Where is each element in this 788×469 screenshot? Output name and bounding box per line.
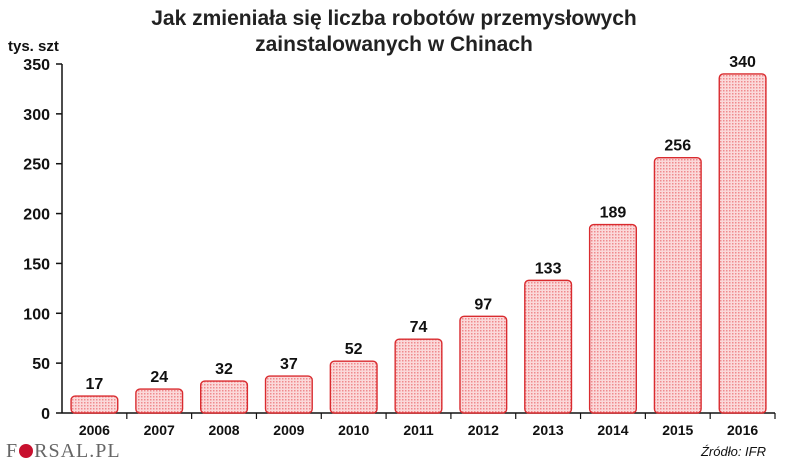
- x-tick-label-2009: 2009: [273, 422, 304, 438]
- value-label-2007: 24: [150, 369, 168, 386]
- x-tick-label-2014: 2014: [597, 422, 628, 438]
- bar-2006: [70, 395, 119, 414]
- x-tick-label-2013: 2013: [533, 422, 564, 438]
- value-label-2014: 189: [600, 205, 627, 222]
- bar-2009: [264, 375, 313, 414]
- value-label-2010: 52: [345, 341, 363, 358]
- x-tick-label-2008: 2008: [208, 422, 239, 438]
- value-label-2013: 133: [535, 260, 562, 277]
- value-label-2009: 37: [280, 356, 298, 373]
- y-tick-label: 300: [23, 107, 50, 124]
- value-label-2015: 256: [664, 138, 691, 155]
- y-tick-label: 0: [41, 406, 50, 423]
- value-label-2011: 74: [410, 319, 428, 336]
- bar-2010: [329, 360, 378, 414]
- y-tick-label: 50: [32, 356, 50, 373]
- logo-text-part-2: RSAL.PL: [34, 440, 121, 462]
- x-tick-label-2012: 2012: [468, 422, 499, 438]
- y-tick-label: 350: [23, 57, 50, 74]
- x-tick-label-2015: 2015: [662, 422, 693, 438]
- forsal-logo: F RSAL.PL: [6, 440, 121, 463]
- source-note: Źródło: IFR: [700, 444, 766, 459]
- x-tick-label-2006: 2006: [79, 422, 110, 438]
- x-tick-label-2007: 2007: [144, 422, 175, 438]
- y-axis-unit-label: tys. szt: [8, 38, 59, 55]
- y-tick-label: 150: [23, 256, 50, 273]
- bar-2011: [394, 338, 443, 414]
- y-tick-label: 200: [23, 207, 50, 224]
- bar-2015: [653, 157, 702, 414]
- logo-text-part-1: F: [6, 440, 19, 462]
- y-tick-label: 100: [23, 306, 50, 323]
- chart-title-line-1: Jak zmieniała się liczba robotów przemys…: [151, 7, 637, 30]
- bar-2013: [524, 279, 573, 414]
- bar-2012: [459, 315, 508, 414]
- value-label-2008: 32: [215, 361, 233, 378]
- chart-title: Jak zmieniała się liczba robotów przemys…: [0, 6, 788, 58]
- value-label-2012: 97: [474, 296, 492, 313]
- bar-2016: [718, 73, 767, 414]
- value-label-2016: 340: [729, 54, 756, 71]
- x-tick-label-2016: 2016: [727, 422, 758, 438]
- value-label-2006: 17: [86, 376, 104, 393]
- logo-circle-icon: [19, 444, 34, 458]
- bar-2014: [588, 223, 637, 414]
- bar-2008: [200, 380, 249, 414]
- bar-2007: [135, 388, 184, 414]
- x-tick-label-2011: 2011: [403, 422, 434, 438]
- y-tick-label: 250: [23, 157, 50, 174]
- x-tick-label-2010: 2010: [338, 422, 369, 438]
- chart-title-line-2: zainstalowanych w Chinach: [255, 33, 533, 56]
